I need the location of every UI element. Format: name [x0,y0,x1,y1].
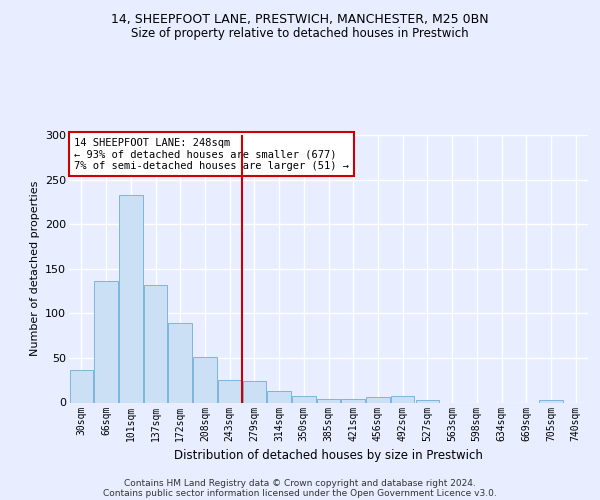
Bar [94,281,118,402]
Bar [292,396,316,402]
Y-axis label: Number of detached properties: Number of detached properties [29,181,40,356]
Text: 14, SHEEPFOOT LANE, PRESTWICH, MANCHESTER, M25 0BN: 14, SHEEPFOOT LANE, PRESTWICH, MANCHESTE… [111,12,489,26]
Bar [144,285,167,403]
Bar [218,380,241,402]
Bar [242,381,266,402]
Bar [366,397,389,402]
Text: Contains HM Land Registry data © Crown copyright and database right 2024.: Contains HM Land Registry data © Crown c… [124,478,476,488]
Bar [416,400,439,402]
Bar [341,399,365,402]
Bar [391,396,415,402]
Bar [70,370,93,402]
Text: 14 SHEEPFOOT LANE: 248sqm
← 93% of detached houses are smaller (677)
7% of semi-: 14 SHEEPFOOT LANE: 248sqm ← 93% of detac… [74,138,349,171]
Bar [119,194,143,402]
Text: Contains public sector information licensed under the Open Government Licence v3: Contains public sector information licen… [103,488,497,498]
Text: Size of property relative to detached houses in Prestwich: Size of property relative to detached ho… [131,28,469,40]
Bar [193,357,217,403]
Bar [539,400,563,402]
Bar [268,391,291,402]
Bar [169,323,192,402]
Bar [317,399,340,402]
X-axis label: Distribution of detached houses by size in Prestwich: Distribution of detached houses by size … [174,449,483,462]
